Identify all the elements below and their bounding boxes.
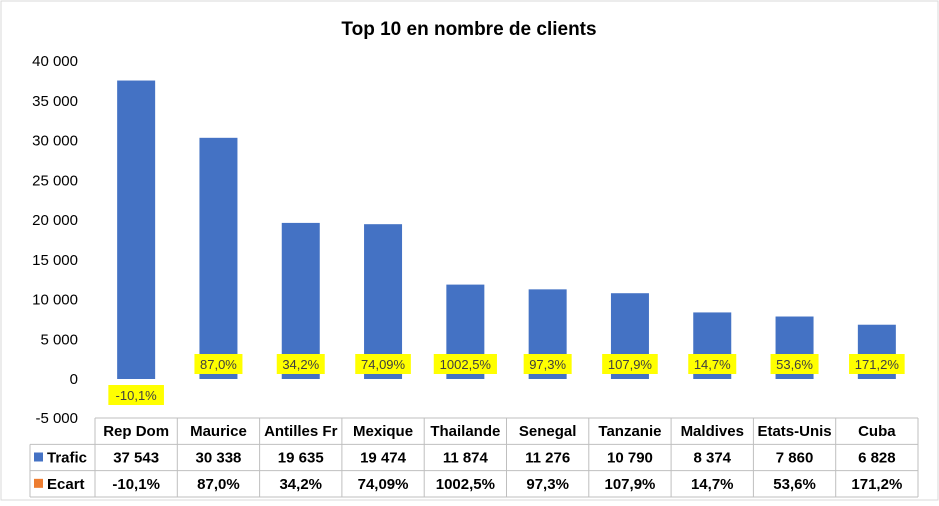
data-label-ecart: 34,2% <box>282 357 319 372</box>
category-label: Thailande <box>430 423 500 440</box>
category-label: Tanzanie <box>598 423 661 440</box>
y-tick-label: 5 000 <box>40 331 78 348</box>
table-value: 7 860 <box>776 450 814 467</box>
table-value: -10,1% <box>112 476 160 493</box>
table-value: 171,2% <box>851 476 902 493</box>
table-value: 34,2% <box>279 476 322 493</box>
y-tick-label: 0 <box>70 371 78 388</box>
y-tick-label: -5 000 <box>35 410 78 427</box>
y-axis: 40 000 35 000 30 000 25 000 20 000 15 000 10 0… <box>32 53 78 427</box>
y-tick-label: 35 000 <box>32 93 78 110</box>
data-label-highlight <box>849 354 905 374</box>
data-table: Rep Dom Maurice Antilles Fr Mexique Thailand… <box>29 417 919 498</box>
table-value: 74,09% <box>358 476 409 493</box>
data-label-ecart: 14,7% <box>694 357 731 372</box>
category-label: Maurice <box>190 423 247 440</box>
legend-key <box>34 478 43 488</box>
data-label-highlight <box>688 354 737 374</box>
data-label-highlight <box>108 385 164 405</box>
data-label-ecart: 97,3% <box>529 357 566 372</box>
table-value: 10 790 <box>607 450 653 467</box>
legend-label: Trafic <box>47 450 87 467</box>
table-value: 30 338 <box>196 450 242 467</box>
bar-trafic <box>117 80 156 380</box>
table-value: 53,6% <box>773 476 816 493</box>
data-label-highlight <box>276 354 325 374</box>
category-label: Etats-Unis <box>757 423 831 440</box>
y-tick-label: 15 000 <box>32 252 78 269</box>
table-value: 14,7% <box>691 476 734 493</box>
data-label-highlight <box>523 354 572 374</box>
table-value: 97,3% <box>526 476 569 493</box>
data-label-highlight <box>602 354 658 374</box>
data-label-ecart: 74,09% <box>361 357 406 372</box>
data-label-ecart: 87,0% <box>200 357 237 372</box>
table-value: 11 276 <box>525 450 570 467</box>
table-value: 19 474 <box>360 450 407 467</box>
table-value: 1002,5% <box>436 476 495 493</box>
bars <box>117 80 896 380</box>
bar-trafic <box>199 137 238 379</box>
data-label-ecart: 107,9% <box>608 357 653 372</box>
data-label-ecart: 171,2% <box>855 357 900 372</box>
category-label: Mexique <box>353 423 413 440</box>
chart-title: Top 10 en nombre de clients <box>341 19 596 40</box>
table-value: 8 374 <box>693 450 731 467</box>
y-tick-label: 40 000 <box>32 53 78 70</box>
y-tick-label: 20 000 <box>32 212 78 229</box>
y-tick-label: 10 000 <box>32 292 78 309</box>
category-label: Rep Dom <box>103 423 169 440</box>
data-label-ecart: -10,1% <box>116 388 158 403</box>
data-label-highlight <box>433 354 497 374</box>
bar-trafic <box>364 224 403 379</box>
table-value: 11 874 <box>443 450 489 467</box>
data-labels: -10,1% 87,0% 34,2% 74,09% 1002,5% 97,3% 107,9%… <box>108 354 905 405</box>
category-label: Maldives <box>681 423 744 440</box>
legend-key <box>34 452 43 462</box>
bar-trafic <box>281 222 320 379</box>
data-label-highlight <box>194 354 243 374</box>
table-value: 107,9% <box>605 476 656 493</box>
category-label: Cuba <box>858 423 896 440</box>
data-label-ecart: 53,6% <box>776 357 813 372</box>
y-tick-label: 25 000 <box>32 172 78 189</box>
category-label: Senegal <box>519 423 577 440</box>
table-value: 37 543 <box>113 450 159 467</box>
y-tick-label: 30 000 <box>32 133 78 150</box>
data-label-highlight <box>355 354 411 374</box>
data-label-highlight <box>770 354 819 374</box>
data-label-ecart: 1002,5% <box>440 357 492 372</box>
legend-label: Ecart <box>47 476 85 493</box>
table-value: 19 635 <box>278 450 324 467</box>
table-value: 87,0% <box>197 476 240 493</box>
table-value: 6 828 <box>858 450 896 467</box>
category-label: Antilles Fr <box>264 423 338 440</box>
